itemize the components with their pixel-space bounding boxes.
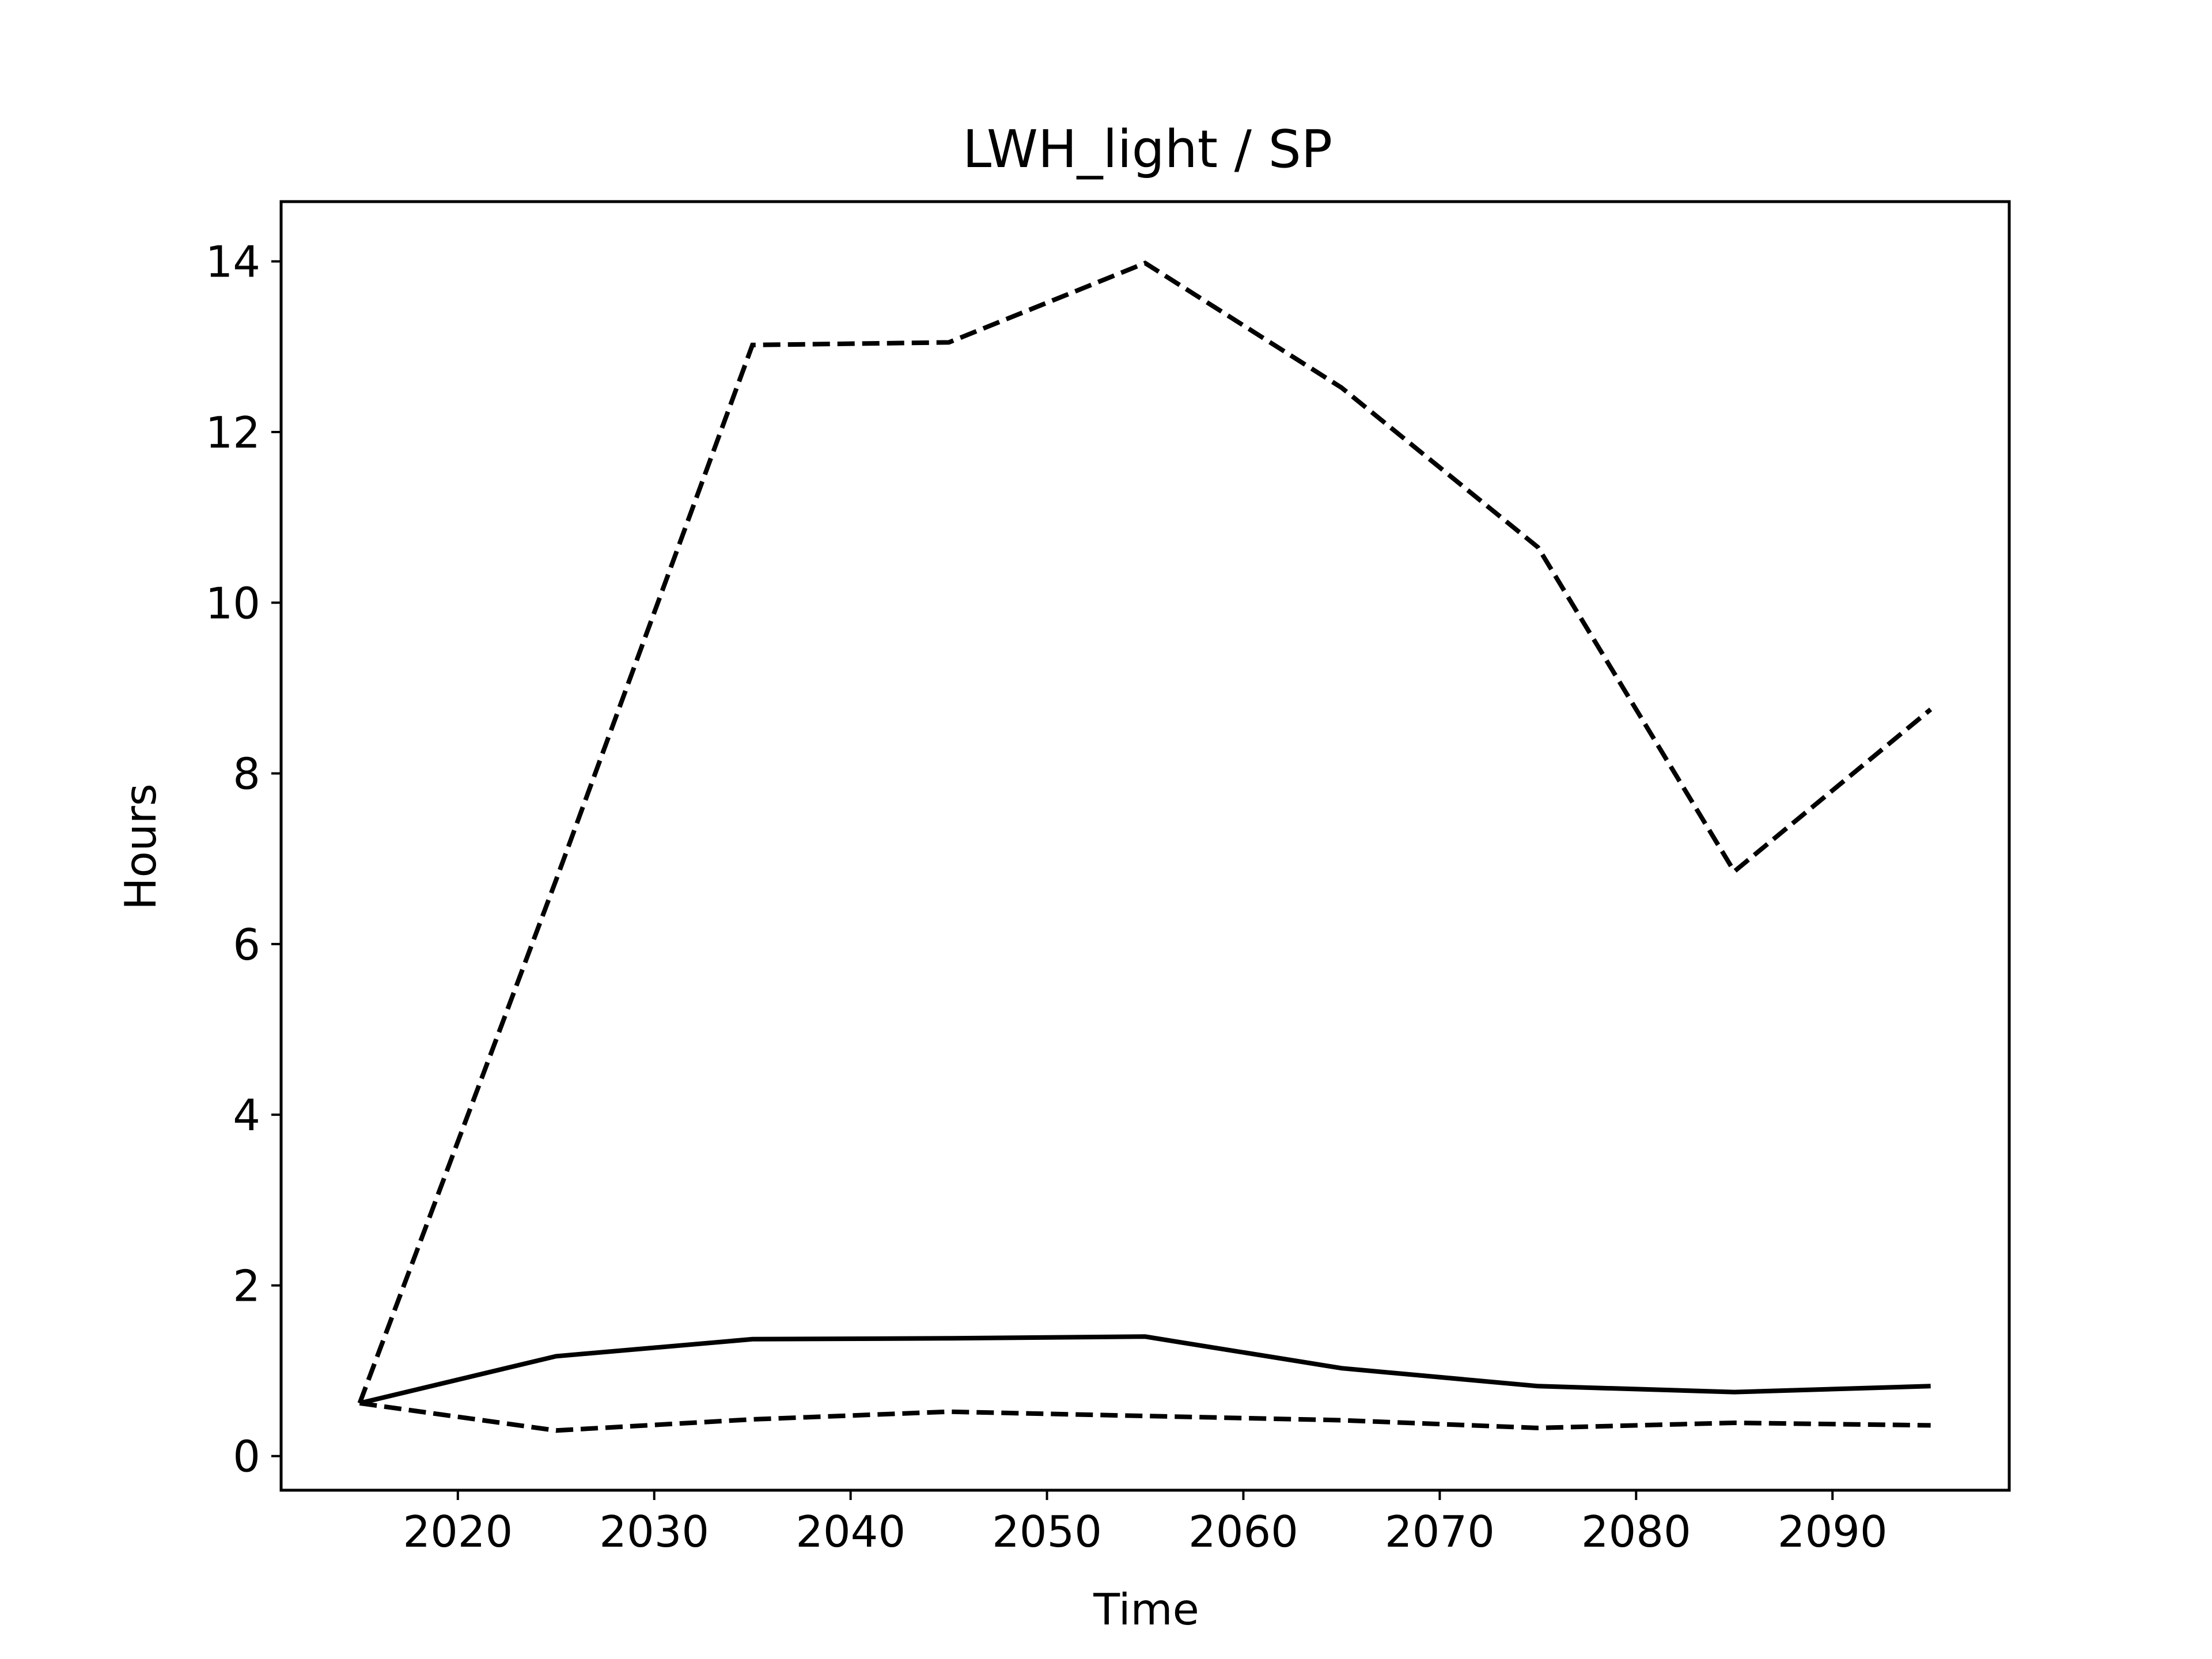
y-tick-label: 8 (233, 749, 260, 800)
x-tick-label: 2020 (403, 1506, 513, 1557)
x-tick-label: 2070 (1385, 1506, 1495, 1557)
x-tick-label: 2050 (992, 1506, 1102, 1557)
x-tick-label: 2090 (1778, 1506, 1888, 1557)
series-layer (357, 260, 1933, 1433)
chart-title: LWH_light / SP (963, 119, 1332, 180)
y-axis-ticks: 0 2 4 6 8 10 12 14 (206, 237, 281, 1482)
plot-area-frame (279, 200, 2011, 1492)
x-tick-label: 2080 (1581, 1506, 1691, 1557)
y-axis-label: Hours (115, 783, 166, 910)
y-tick-label: 4 (233, 1090, 260, 1141)
series-line-1 (357, 260, 1933, 1404)
y-tick-label: 6 (233, 919, 260, 970)
x-axis-ticks: 2020 2030 2040 2050 2060 2070 2080 2090 (403, 1490, 1888, 1557)
y-tick-label: 2 (233, 1260, 260, 1311)
x-tick-label: 2040 (796, 1506, 906, 1557)
series-line-2 (359, 1334, 1931, 1406)
series-line-3 (359, 1400, 1931, 1433)
y-tick-label: 14 (206, 237, 260, 287)
x-tick-label: 2030 (599, 1506, 709, 1557)
x-tick-label: 2060 (1188, 1506, 1298, 1557)
y-tick-label: 12 (206, 407, 260, 458)
y-tick-label: 10 (206, 578, 260, 628)
y-tick-label: 0 (233, 1431, 260, 1482)
x-axis-label: Time (1093, 1584, 1199, 1635)
